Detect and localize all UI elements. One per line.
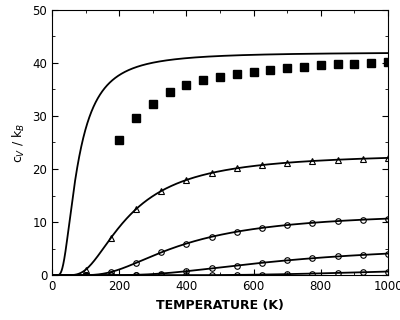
Y-axis label: c$_V$ / k$_B$: c$_V$ / k$_B$ [11, 122, 27, 163]
X-axis label: TEMPERATURE (K): TEMPERATURE (K) [156, 299, 284, 312]
